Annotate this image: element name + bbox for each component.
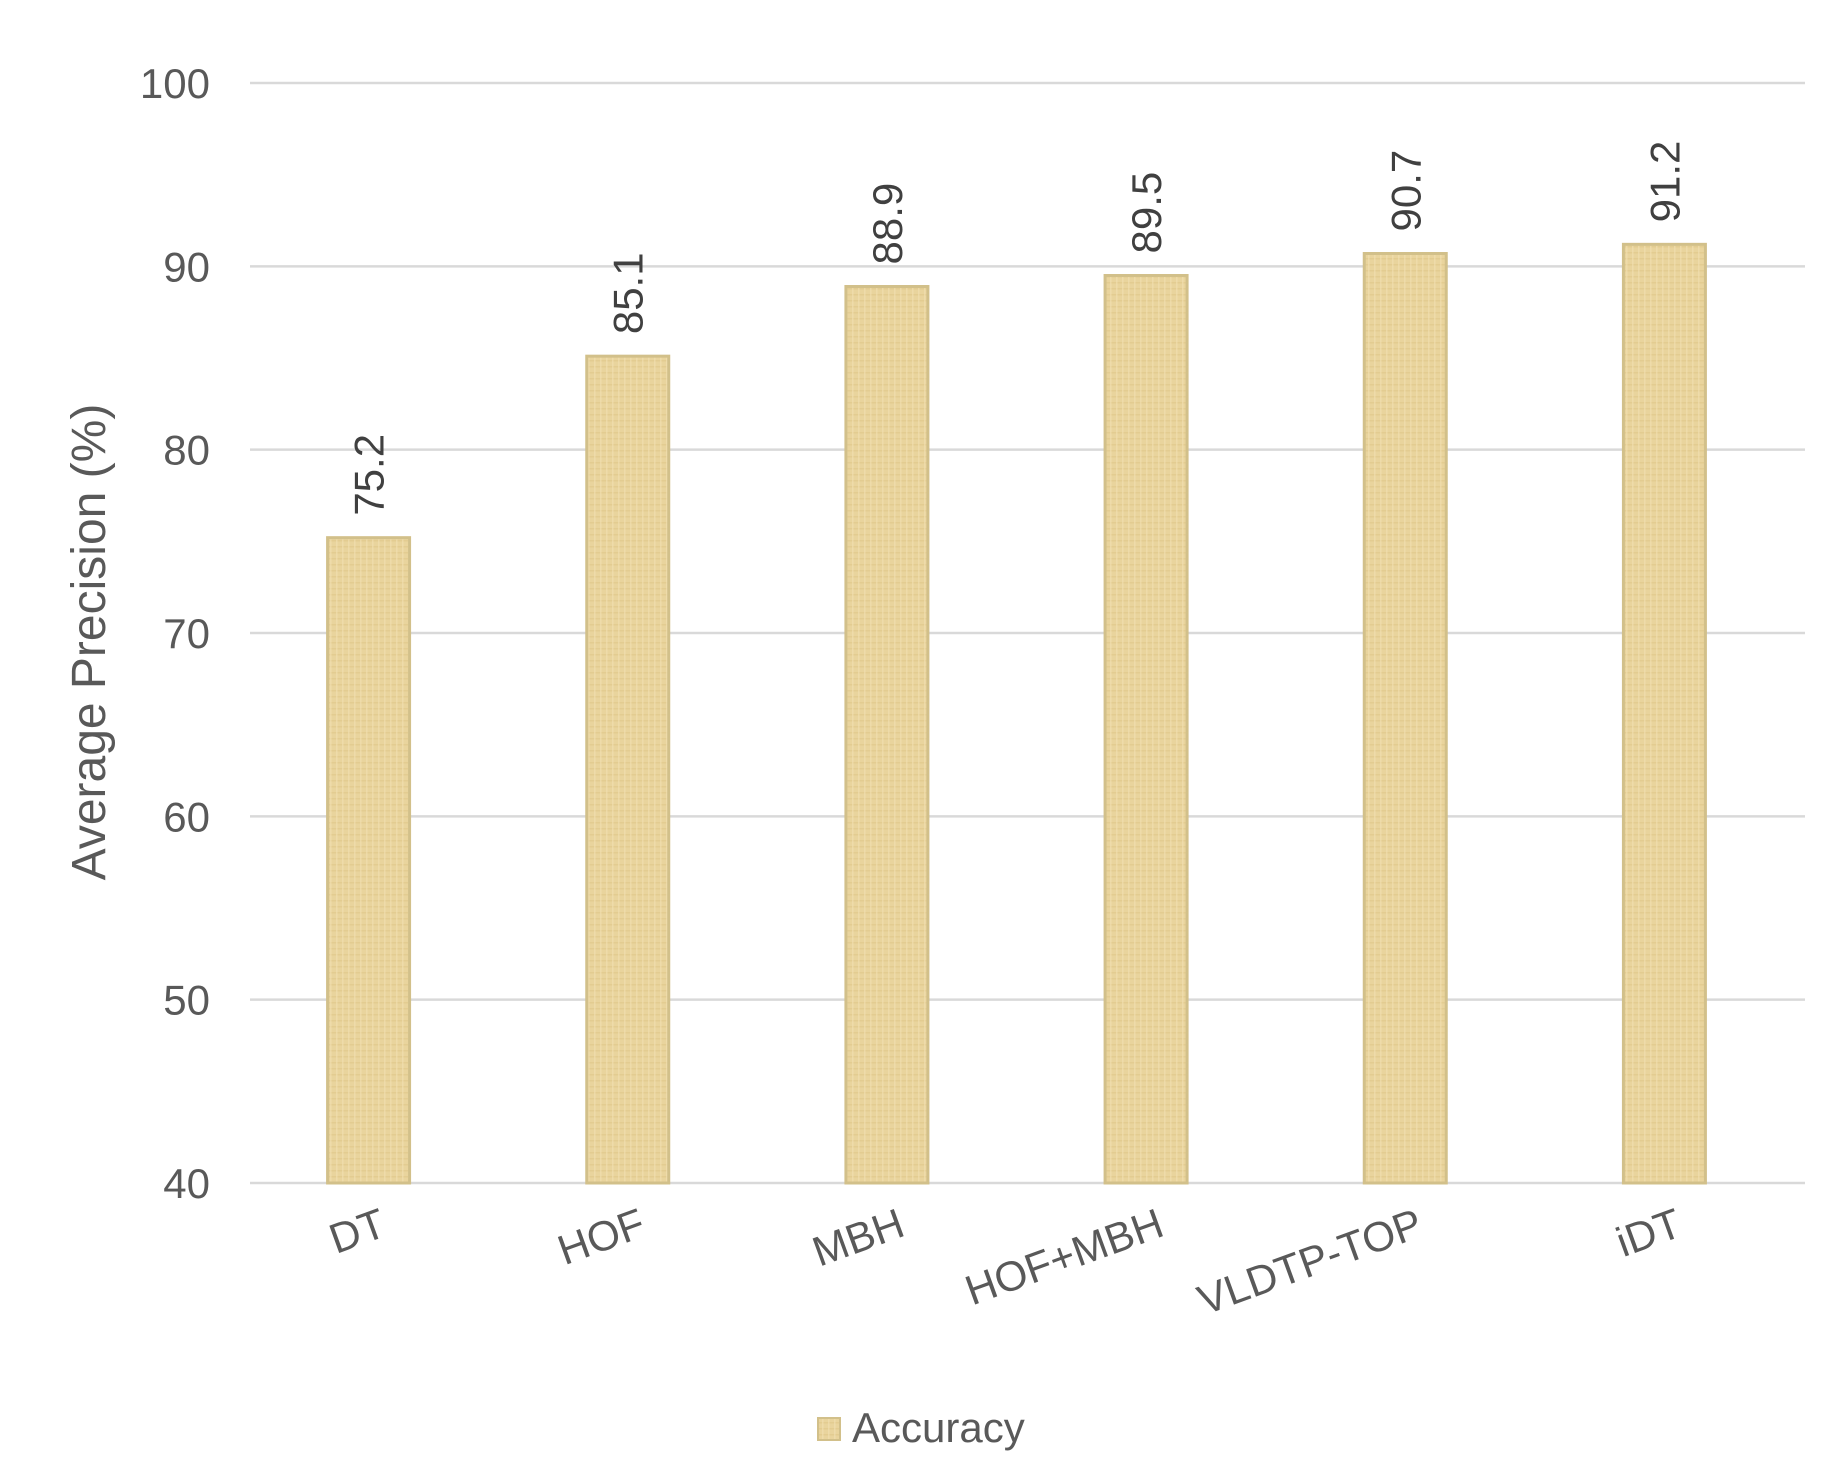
legend-label-accuracy: Accuracy bbox=[852, 1404, 1025, 1451]
x-category-label: MBH bbox=[806, 1199, 910, 1275]
bars bbox=[326, 242, 1707, 1185]
data-label: 85.1 bbox=[605, 252, 652, 334]
x-category-label: HOF+MBH bbox=[959, 1199, 1169, 1314]
bar-idt bbox=[1621, 242, 1707, 1185]
bar-dt bbox=[326, 536, 412, 1185]
gridlines bbox=[250, 81, 1805, 1185]
bar-mbh bbox=[844, 285, 930, 1185]
x-category-label: iDT bbox=[1610, 1199, 1687, 1266]
x-category-label: VLDTP-TOP bbox=[1191, 1199, 1428, 1324]
data-label: 89.5 bbox=[1123, 172, 1170, 254]
y-tick-label: 80 bbox=[163, 427, 210, 474]
bar-vldtp-top bbox=[1362, 252, 1448, 1185]
bar-hof-mbh bbox=[1103, 274, 1189, 1185]
bar-hof bbox=[585, 354, 671, 1185]
y-axis-tick-labels: 40 50 60 70 80 90 100 bbox=[140, 60, 210, 1207]
y-tick-label: 100 bbox=[140, 60, 210, 107]
x-category-label: HOF bbox=[551, 1199, 650, 1273]
y-tick-label: 50 bbox=[163, 977, 210, 1024]
legend-swatch bbox=[817, 1417, 841, 1441]
y-tick-label: 40 bbox=[163, 1160, 210, 1207]
data-labels: 75.2 85.1 88.9 89.5 90.7 91.2 bbox=[346, 141, 1689, 516]
data-label: 90.7 bbox=[1382, 150, 1429, 232]
data-label: 75.2 bbox=[346, 434, 393, 516]
data-label: 91.2 bbox=[1641, 141, 1688, 223]
y-axis-title: Average Precision (%) bbox=[63, 404, 116, 881]
legend: Accuracy bbox=[817, 1404, 1025, 1451]
data-label: 88.9 bbox=[864, 183, 911, 265]
x-axis-category-labels: DT HOF MBH HOF+MBH VLDTP-TOP iDT bbox=[323, 1199, 1688, 1324]
x-category-label: DT bbox=[323, 1199, 392, 1262]
y-tick-label: 90 bbox=[163, 243, 210, 290]
y-tick-label: 70 bbox=[163, 610, 210, 657]
y-tick-label: 60 bbox=[163, 793, 210, 840]
